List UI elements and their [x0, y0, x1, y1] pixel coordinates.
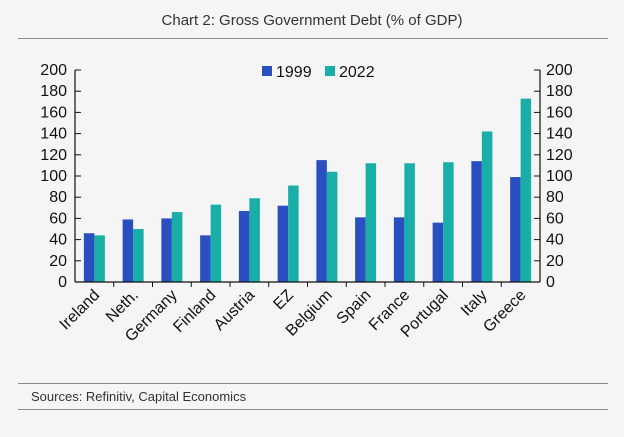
right-y-axis: 0 20 40 60 80 100 120 140 160 180 200 [534, 62, 573, 291]
right-tick-label: 0 [546, 274, 555, 291]
right-tick-label: 60 [546, 210, 564, 227]
right-tick-label: 80 [546, 189, 564, 206]
bar-2022-ez [288, 185, 299, 282]
left-tick-label: 140 [40, 126, 67, 143]
right-tick-label: 160 [546, 104, 573, 121]
bar-1999-greece [510, 177, 521, 282]
legend-swatch-1999 [262, 66, 272, 76]
left-y-axis: 0 20 40 60 80 100 120 140 160 180 200 [40, 62, 81, 291]
chart-title: Chart 2: Gross Government Debt (% of GDP… [161, 12, 463, 29]
category-label: Ireland [57, 287, 104, 334]
bar-2022-germany [171, 212, 183, 282]
bar-1999-belgium [316, 160, 327, 282]
left-tick-label: 80 [49, 189, 67, 206]
left-tick-label: 180 [40, 83, 67, 100]
left-tick-label: 40 [49, 232, 67, 249]
bar-1999-ireland [83, 233, 95, 282]
left-tick-label: 60 [49, 210, 67, 227]
bar-1999-neth [122, 219, 134, 282]
bottom-divider [18, 409, 608, 410]
bar-1999-germany [161, 218, 172, 282]
bar-1999-finland [200, 235, 211, 282]
bar-1999-italy [471, 161, 482, 282]
bar-1999-spain [355, 217, 366, 282]
bar-2022-finland [210, 204, 222, 282]
right-tick-label: 200 [546, 62, 573, 79]
category-label: Austria [211, 287, 258, 334]
left-tick-label: 0 [58, 274, 67, 291]
category-label: EZ [270, 287, 297, 314]
right-tick-label: 120 [546, 147, 573, 164]
right-tick-label: 40 [546, 232, 564, 249]
bar-2022-belgium [326, 171, 338, 282]
bar-1999-austria [238, 210, 250, 282]
left-tick-label: 120 [40, 147, 67, 164]
left-tick-label: 160 [40, 104, 67, 121]
left-tick-label: 100 [40, 168, 67, 185]
right-tick-label: 140 [546, 126, 573, 143]
bar-2022-ireland [94, 235, 105, 282]
top-divider [18, 38, 608, 39]
right-tick-label: 20 [546, 253, 564, 270]
bar-2022-italy [481, 131, 493, 282]
legend-label-2022: 2022 [339, 64, 375, 81]
legend-label-1999: 1999 [276, 64, 312, 81]
bar-2022-greece [520, 98, 532, 283]
bar-1999-portugal [432, 222, 444, 282]
category-label: Italy [458, 287, 491, 320]
right-tick-label: 180 [546, 83, 573, 100]
legend-swatch-2022 [325, 66, 335, 76]
bar-1999-ez [277, 205, 289, 282]
bar-chart: 1999 2022 0 20 40 60 80 100 120 140 160 180 200 0 20… [40, 62, 573, 345]
right-tick-label: 100 [546, 168, 573, 185]
left-tick-label: 20 [49, 253, 67, 270]
category-label: Greece [480, 287, 529, 336]
bar-2022-austria [249, 198, 260, 282]
category-label: Finland [170, 287, 219, 336]
bars-group [83, 98, 532, 283]
bar-1999-france [393, 217, 405, 282]
bar-2022-spain [365, 163, 377, 282]
footer-divider [18, 383, 608, 384]
bar-2022-france [404, 163, 415, 282]
bar-2022-neth [133, 229, 144, 282]
source-note: Sources: Refinitiv, Capital Economics [31, 389, 247, 404]
bar-2022-portugal [443, 162, 454, 282]
left-tick-label: 200 [40, 62, 67, 79]
chart-legend: 1999 2022 [262, 64, 375, 81]
